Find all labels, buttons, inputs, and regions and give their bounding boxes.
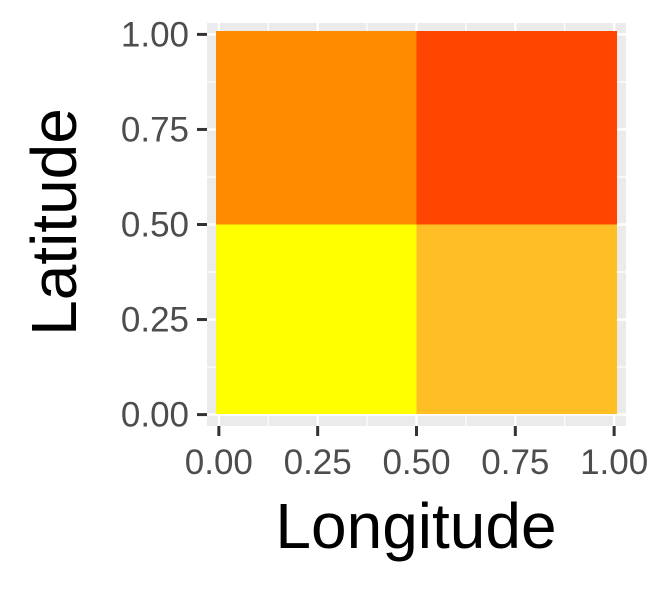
heatmap-cell-2 xyxy=(216,31,417,225)
y-tick-label: 0.00 xyxy=(121,396,189,435)
y-tick-label: 0.25 xyxy=(121,301,189,340)
x-tick-label: 1.00 xyxy=(580,443,648,482)
y-axis-title: Latitude xyxy=(18,108,90,336)
y-tick-label: 0.75 xyxy=(121,110,189,149)
heatmap-cell-1 xyxy=(416,224,617,414)
heatmap-cells xyxy=(216,31,617,414)
x-tick-label: 0.00 xyxy=(185,443,253,482)
x-tick-label: 0.50 xyxy=(382,443,450,482)
x-tick-label: 0.25 xyxy=(284,443,352,482)
axes: 0.00 0.25 0.50 0.75 1.00 0.00 0.25 0.50 0.75 1.00 xyxy=(121,15,648,482)
x-axis-title: Longitude xyxy=(275,490,556,562)
x-tick-label: 0.75 xyxy=(481,443,549,482)
y-tick-label: 0.50 xyxy=(121,206,189,245)
heatmap-cell-3 xyxy=(416,31,617,225)
y-tick-label: 1.00 xyxy=(121,15,189,54)
heatmap-cell-0 xyxy=(216,224,417,414)
